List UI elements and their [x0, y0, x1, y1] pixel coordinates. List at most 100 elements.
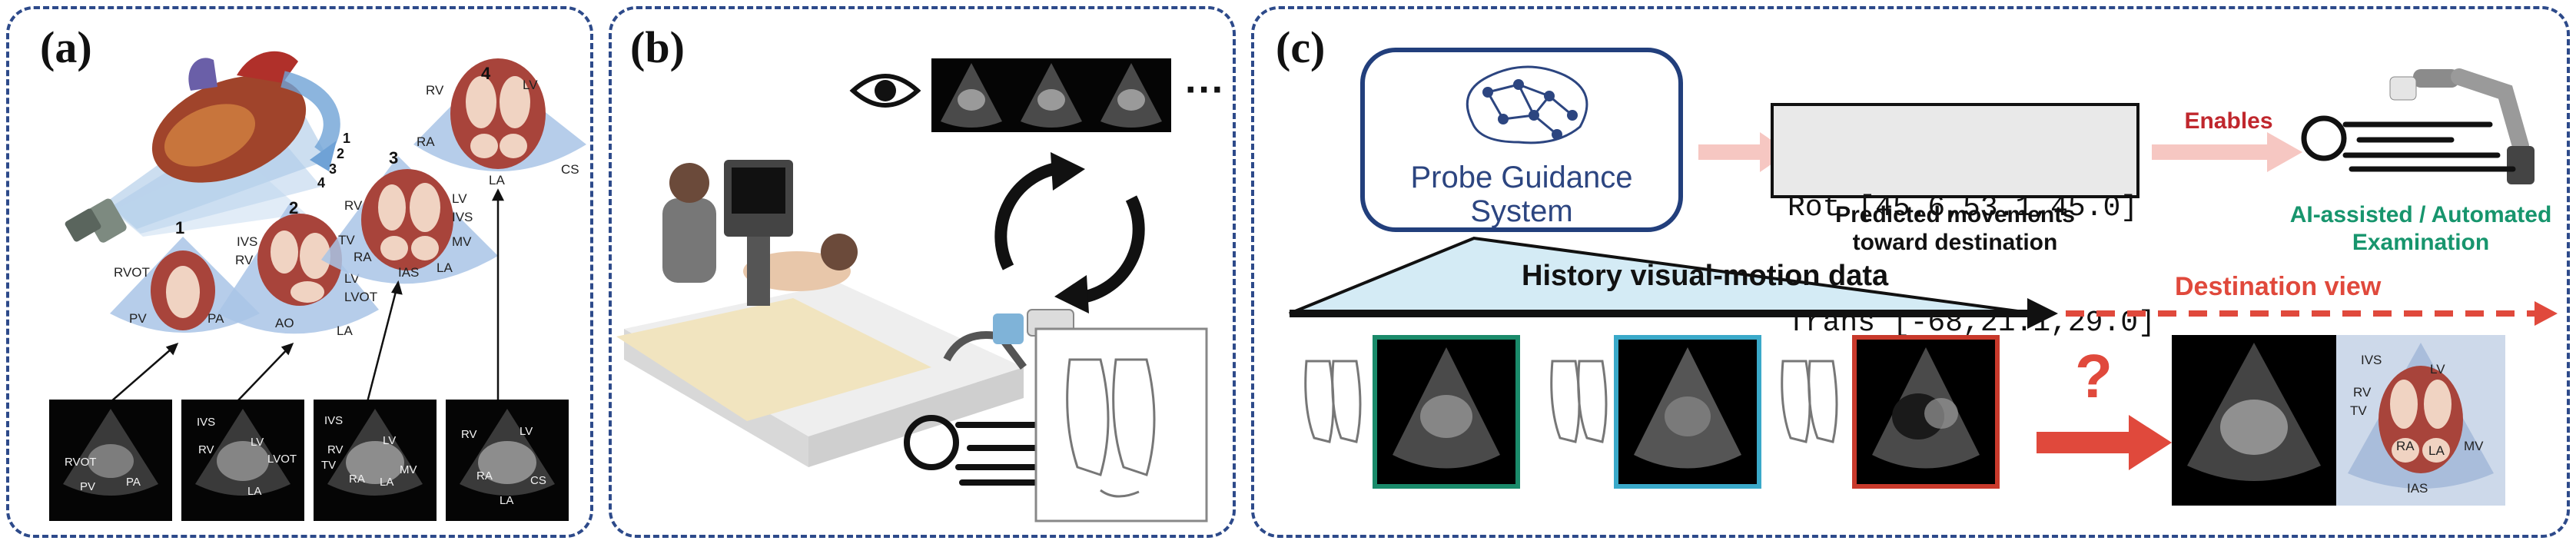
- destination-ultrasound: [2172, 335, 2336, 506]
- svg-text:RV: RV: [198, 443, 214, 456]
- panel-b: [609, 6, 1236, 538]
- rotation-arrow: [281, 71, 340, 171]
- svg-text:AO: AO: [275, 316, 294, 330]
- pink-arrow-2: [2152, 132, 2302, 172]
- unknown-question-mark: ?: [2075, 342, 2113, 410]
- svg-text:RV: RV: [2353, 385, 2372, 400]
- panel-b-illustration: ···: [616, 58, 1225, 522]
- patient-icon: [2301, 115, 2516, 172]
- panel-a: [6, 6, 593, 538]
- svg-text:PV: PV: [80, 480, 95, 493]
- svg-text:LA: LA: [380, 476, 393, 489]
- svg-text:RA: RA: [354, 250, 372, 264]
- destination-label: Destination view: [2175, 272, 2382, 301]
- svg-text:IVS: IVS: [2361, 353, 2382, 367]
- svg-text:2: 2: [337, 146, 344, 161]
- svg-text:IVS: IVS: [237, 234, 257, 249]
- panel-c: [1251, 6, 2570, 538]
- svg-text:RA: RA: [417, 134, 435, 149]
- svg-text:LA: LA: [247, 485, 261, 498]
- svg-text:TV: TV: [321, 459, 336, 472]
- svg-text:LA: LA: [337, 323, 353, 338]
- view-arrows: [110, 188, 505, 403]
- history-frame-3: [1852, 335, 2000, 489]
- svg-text:RV: RV: [344, 198, 363, 213]
- ultrasound-tile-3: IVS RV TV LV MV RA LA: [314, 400, 437, 521]
- svg-text:LA: LA: [2428, 443, 2445, 458]
- svg-text:RA: RA: [476, 469, 493, 483]
- svg-text:2: 2: [289, 198, 298, 217]
- svg-text:TV: TV: [338, 233, 355, 247]
- exam-scene: [616, 160, 1024, 467]
- movement-vector-box: Rot [45.6,53.1,45.0] Trans [-68,21.1,29.…: [1771, 103, 2156, 340]
- heart-outline-icon-2: [1550, 360, 1608, 443]
- robot-patient-illustration: [2301, 68, 2535, 184]
- heart-outline-icon-3: [1781, 360, 1838, 443]
- panel-b-label: (b): [630, 22, 685, 72]
- svg-text:LA: LA: [500, 494, 513, 507]
- history-label: History visual-motion data: [1522, 260, 1889, 292]
- svg-text:4: 4: [481, 64, 491, 83]
- panel-a-label: (a): [40, 22, 92, 72]
- ultrasound-strip: [931, 58, 1171, 132]
- history-frame-1: [1373, 335, 1520, 489]
- predicted-caption-line1: Predicted movements: [1835, 202, 2075, 227]
- plane-numbers: 1 2 3 4: [317, 131, 350, 191]
- heart-views-box: [1034, 327, 1208, 522]
- svg-text:MV: MV: [400, 463, 417, 476]
- svg-text:3: 3: [389, 148, 398, 168]
- ai-caption-line1: AI-assisted / Automated: [2289, 202, 2552, 227]
- svg-text:LV: LV: [251, 436, 264, 449]
- svg-text:RV: RV: [327, 443, 344, 456]
- robot-arm-icon: [2389, 68, 2535, 184]
- svg-text:4: 4: [317, 175, 325, 191]
- cycle-arrows: [994, 161, 1145, 304]
- svg-text:RV: RV: [426, 83, 444, 98]
- panel-c-label: (c): [1276, 22, 1326, 72]
- svg-text:IAS: IAS: [398, 265, 419, 280]
- rot-line: Rot [45.6,53.1,45.0]: [1788, 191, 2139, 224]
- svg-text:LV: LV: [452, 191, 467, 206]
- svg-text:RVOT: RVOT: [114, 265, 150, 280]
- ultrasound-tile-4: RV LV RA CS LA: [446, 400, 569, 521]
- probe-guidance-system-box: Probe Guidance System: [1360, 48, 1683, 232]
- cycle-arrowheads: [1051, 152, 1089, 313]
- svg-text:LA: LA: [489, 173, 505, 187]
- heart-outline-icon-1: [1304, 360, 1362, 443]
- svg-text:LV: LV: [520, 425, 533, 438]
- svg-text:LVOT: LVOT: [344, 290, 377, 304]
- svg-text:TV: TV: [2350, 403, 2367, 418]
- svg-text:IVS: IVS: [324, 414, 343, 427]
- svg-text:CS: CS: [561, 162, 579, 177]
- system-title-line1: Probe Guidance: [1410, 161, 1633, 194]
- svg-text:IVS: IVS: [197, 416, 215, 429]
- svg-text:PA: PA: [126, 476, 141, 489]
- svg-text:LA: LA: [437, 260, 453, 275]
- svg-text:MV: MV: [452, 234, 472, 249]
- svg-text:1: 1: [175, 218, 184, 237]
- panel-a-illustration: 1 2 3 4 1 RVOT PV PA 2 IVS RV AO LV LVOT…: [65, 51, 586, 403]
- svg-text:MV: MV: [2464, 439, 2484, 453]
- svg-text:CS: CS: [530, 474, 546, 487]
- svg-text:RA: RA: [349, 473, 365, 486]
- svg-text:RVOT: RVOT: [65, 456, 96, 469]
- svg-text:LV: LV: [2430, 362, 2445, 376]
- svg-text:IVS: IVS: [452, 210, 473, 224]
- svg-text:3: 3: [329, 161, 337, 177]
- svg-text:LV: LV: [383, 434, 396, 447]
- svg-text:IAS: IAS: [2407, 481, 2428, 496]
- svg-text:LV: LV: [523, 78, 538, 92]
- destination-diagram: IVS RV TV LV RA LA MV IAS: [2336, 335, 2505, 506]
- system-title-line2: System: [1470, 194, 1573, 228]
- ultrasound-tile-2: IVS RV LV LVOT LA: [181, 400, 304, 521]
- view-4-section: 4 RV LV RA CS LA: [413, 58, 586, 187]
- ai-caption-line2: Examination: [2352, 230, 2490, 255]
- view-3-section: 3 RV TV RA LV IVS MV IAS LA: [321, 148, 498, 284]
- history-timeline: [1289, 236, 2558, 329]
- svg-text:LVOT: LVOT: [267, 453, 297, 466]
- predicted-caption-line2: toward destination: [1852, 230, 2058, 255]
- eye-icon: [849, 74, 921, 108]
- svg-text:PV: PV: [129, 311, 147, 326]
- history-frame-2: [1614, 335, 1761, 489]
- enables-label: Enables: [2184, 108, 2273, 134]
